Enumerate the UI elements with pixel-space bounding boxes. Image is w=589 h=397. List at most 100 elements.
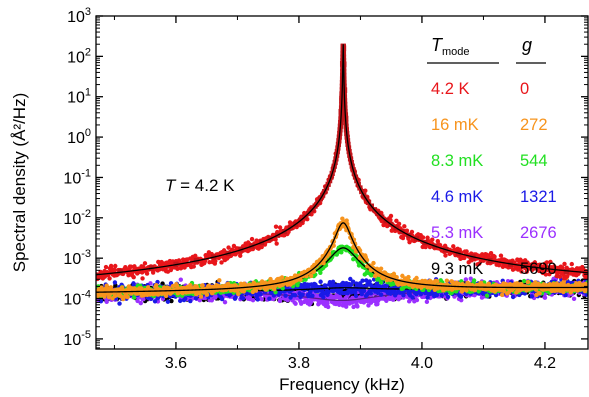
data-point [310, 293, 315, 298]
data-point [424, 299, 430, 305]
data-point [198, 294, 204, 299]
data-point [331, 243, 336, 248]
data-point [355, 304, 360, 309]
data-point [293, 301, 298, 306]
data-point [250, 297, 256, 303]
data-point [298, 277, 303, 282]
data-point [368, 291, 374, 296]
data-point [135, 298, 140, 304]
data-point [309, 273, 314, 279]
data-point [277, 225, 283, 230]
data-point [563, 292, 568, 298]
data-point [525, 279, 531, 285]
data-point [145, 285, 151, 290]
data-point [459, 297, 464, 303]
data-point [278, 297, 283, 302]
data-point [378, 280, 384, 285]
data-point [360, 278, 365, 283]
data-point [141, 296, 146, 302]
data-point [571, 296, 577, 302]
data-point [169, 298, 174, 304]
data-point [344, 218, 349, 223]
data-point [330, 279, 336, 285]
data-point [521, 278, 527, 284]
data-point [352, 290, 358, 295]
data-point [414, 297, 420, 303]
data-point [510, 294, 516, 300]
data-point [371, 260, 376, 266]
data-point [112, 280, 118, 285]
data-point [142, 261, 148, 266]
data-point [359, 291, 365, 297]
data-point [238, 281, 244, 287]
data-point [200, 283, 205, 288]
data-point [222, 299, 228, 305]
data-point [468, 276, 473, 281]
data-point [191, 264, 196, 269]
data-point [125, 294, 130, 300]
data-point [434, 279, 440, 284]
data-point [131, 275, 136, 280]
data-point [170, 283, 176, 289]
data-point [267, 296, 272, 301]
data-point [240, 296, 246, 301]
data-point [285, 297, 290, 303]
data-point [144, 271, 150, 276]
data-point [273, 237, 278, 242]
data-point [378, 292, 384, 297]
data-point [375, 301, 380, 307]
data-point [351, 304, 356, 310]
data-point [378, 266, 384, 271]
data-point [439, 293, 444, 298]
data-point [258, 291, 263, 297]
data-point [104, 299, 109, 305]
data-point [283, 293, 288, 298]
data-point [236, 291, 241, 297]
data-point [406, 274, 411, 280]
data-point [209, 298, 215, 303]
data-point [434, 292, 440, 298]
data-point [463, 277, 469, 282]
data-point [131, 281, 136, 286]
data-point [272, 287, 277, 292]
data-point [339, 250, 344, 255]
data-point [445, 294, 451, 300]
data-point [140, 276, 145, 281]
data-point [188, 298, 193, 304]
data-point [279, 275, 285, 280]
data-point [108, 285, 114, 290]
data-point [193, 296, 199, 301]
data-point [112, 293, 118, 299]
data-point [353, 293, 359, 298]
data-point [249, 236, 255, 242]
data-point [197, 298, 202, 303]
data-point [300, 292, 305, 297]
data-point [306, 294, 311, 299]
data-point [444, 278, 450, 283]
data-point [350, 279, 356, 284]
data-point [268, 276, 273, 282]
data-point [325, 301, 330, 306]
data-point [323, 283, 328, 288]
data-point [183, 296, 188, 301]
data-point [484, 293, 490, 298]
data-layer [96, 43, 588, 310]
data-point [401, 292, 406, 298]
data-point [139, 286, 144, 291]
data-point [344, 304, 349, 309]
data-point [113, 263, 118, 269]
data-point [471, 278, 477, 283]
data-point [292, 293, 298, 298]
data-point [103, 264, 109, 270]
data-point [152, 299, 158, 304]
data-point [131, 295, 137, 300]
data-point [361, 288, 367, 294]
data-point [348, 276, 353, 282]
data-point [458, 294, 464, 299]
data-point [345, 289, 351, 294]
data-point [165, 299, 171, 304]
data-point [326, 252, 332, 257]
data-point [106, 294, 112, 300]
data-point [259, 296, 264, 302]
data-point [274, 241, 279, 246]
